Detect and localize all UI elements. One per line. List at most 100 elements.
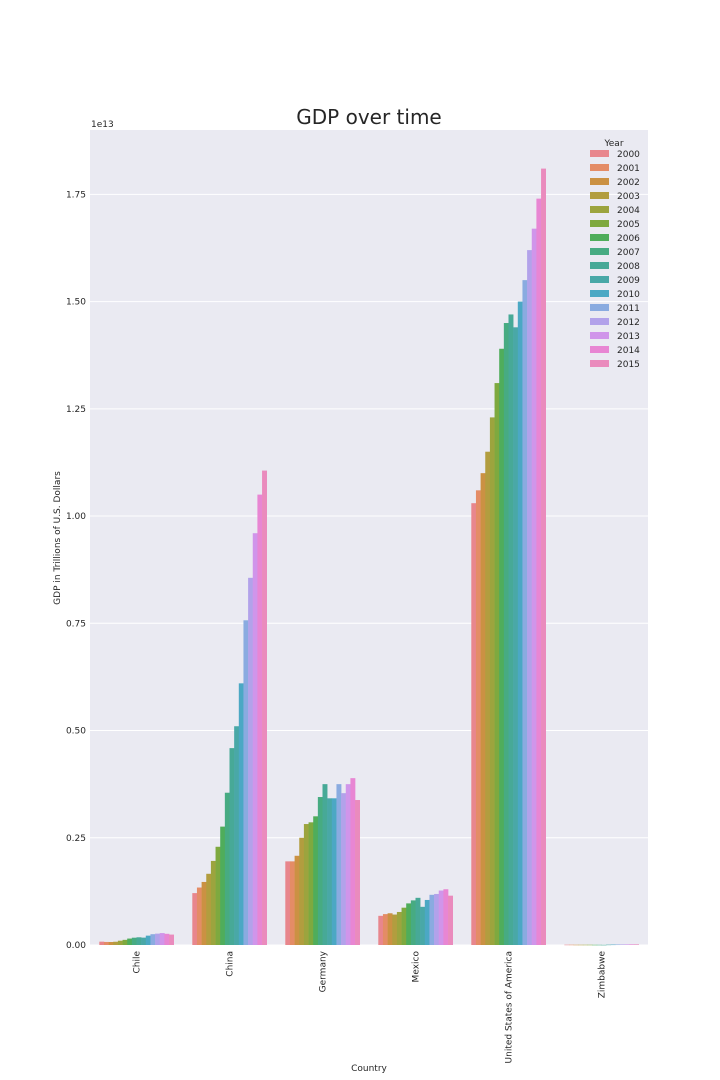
y-tick-label: 0.75: [66, 619, 86, 629]
legend-label: 2000: [617, 150, 640, 160]
legend-label: 2003: [617, 192, 640, 202]
bar: [127, 938, 133, 945]
legend-label: 2009: [617, 276, 640, 286]
bar: [285, 861, 291, 945]
bar: [517, 301, 523, 945]
bar: [420, 906, 426, 945]
legend-label: 2005: [617, 220, 640, 230]
legend-swatch: [590, 234, 609, 241]
bar: [243, 620, 249, 945]
bar: [513, 327, 519, 945]
bar: [620, 944, 626, 945]
bar: [494, 383, 500, 945]
bar: [206, 873, 212, 945]
bar: [322, 784, 328, 945]
bar: [215, 846, 221, 945]
bar: [480, 473, 486, 945]
x-tick-label: Zimbabwe: [598, 951, 608, 999]
plot-area: [90, 130, 648, 945]
legend-swatch: [590, 262, 609, 269]
legend-swatch: [590, 164, 609, 171]
bar: [443, 889, 449, 945]
bar: [238, 683, 244, 945]
bar: [434, 893, 440, 945]
bar: [582, 944, 588, 946]
bar: [503, 323, 509, 945]
bar: [415, 897, 421, 945]
legend-label: 2002: [617, 178, 640, 188]
bar: [257, 494, 263, 945]
x-axis-ticks: Chile China Germany Mexico United States of …: [133, 950, 608, 1063]
y-axis-label: GDP in Trillions of U.S. Dollars: [53, 471, 63, 605]
legend-swatch: [590, 178, 609, 185]
bar: [196, 887, 202, 945]
bar: [331, 798, 337, 945]
bar: [499, 348, 505, 945]
bar: [387, 913, 393, 945]
bars: [99, 168, 639, 946]
legend-label: 2008: [617, 262, 640, 272]
bar: [345, 784, 351, 945]
x-tick-label: China: [226, 951, 236, 977]
bar: [313, 816, 319, 945]
legend-swatch: [590, 318, 609, 325]
bar: [522, 280, 528, 945]
bar: [289, 861, 295, 945]
bar: [113, 941, 119, 945]
bar: [248, 577, 254, 945]
x-axis-label: Country: [351, 1064, 387, 1074]
legend-swatch: [590, 304, 609, 311]
bar: [303, 824, 309, 945]
legend-label: 2010: [617, 290, 640, 300]
bar: [117, 940, 123, 945]
bar: [485, 451, 491, 945]
bar: [252, 533, 258, 945]
bar: [606, 944, 612, 946]
bar: [531, 228, 537, 945]
bar: [573, 944, 579, 946]
legend-swatch: [590, 150, 609, 157]
bar: [610, 944, 616, 946]
y-tick-label: 0.50: [66, 727, 86, 737]
bar: [350, 778, 356, 945]
bar: [164, 933, 170, 945]
bar: [141, 937, 147, 945]
bar: [396, 911, 402, 945]
legend-label: 2004: [617, 206, 640, 216]
y-tick-label: 1.00: [66, 512, 86, 522]
bar: [592, 944, 598, 946]
bar: [103, 941, 109, 945]
bar: [308, 822, 314, 945]
bar: [229, 748, 235, 945]
bar: [220, 826, 226, 945]
bar: [294, 855, 300, 945]
bar: [424, 899, 430, 945]
legend-title: Year: [603, 139, 623, 149]
legend-swatch: [590, 192, 609, 199]
legend-label: 2013: [617, 332, 640, 342]
x-tick-label: Germany: [319, 950, 329, 992]
bar: [541, 168, 546, 945]
grid-lines: [90, 193, 648, 946]
bar: [169, 934, 174, 945]
bar: [299, 837, 305, 945]
chart-title: GDP over time: [296, 105, 441, 129]
bar: [392, 914, 398, 945]
bar: [629, 944, 635, 945]
legend-label: 2011: [617, 304, 640, 314]
legend-label: 2012: [617, 318, 640, 328]
bar: [489, 417, 495, 945]
bar: [355, 800, 360, 945]
x-tick-label: United States of America: [505, 951, 515, 1063]
legend: Year 2000 2001 2002 2003 2004 2005 2006 2007 200…: [590, 139, 640, 370]
legend-swatch: [590, 220, 609, 227]
bar: [564, 944, 570, 946]
legend-swatch: [590, 206, 609, 213]
bar: [429, 894, 435, 945]
bar: [596, 944, 602, 946]
legend-swatch: [590, 332, 609, 339]
bar: [615, 944, 621, 946]
bar: [536, 198, 542, 945]
legend-swatch: [590, 360, 609, 367]
